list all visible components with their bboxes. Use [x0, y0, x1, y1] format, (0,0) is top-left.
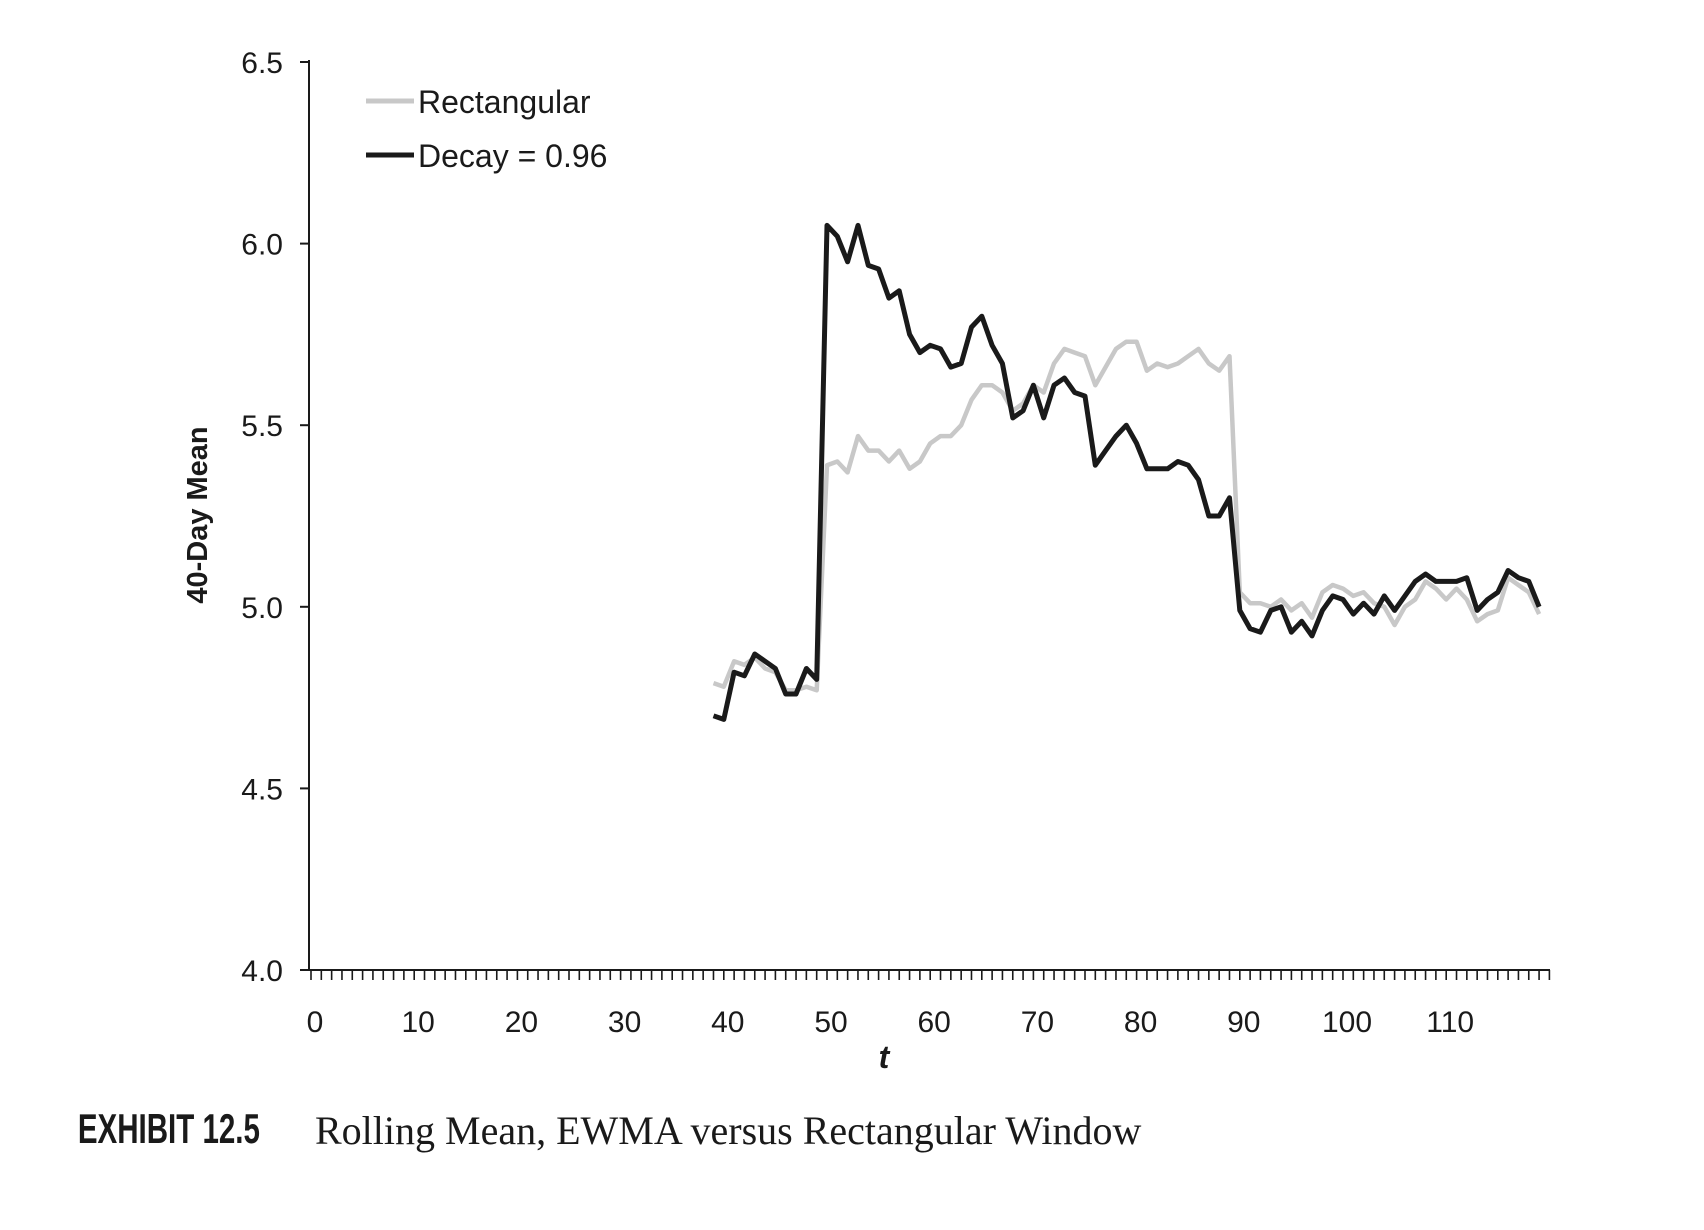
series-line-rectangular [712, 339, 1542, 693]
x-tick-label: 30 [608, 1006, 641, 1039]
x-tick-label: 110 [1426, 1006, 1474, 1039]
x-tick-label: 90 [1227, 1006, 1260, 1039]
legend-label-rectangular: Rectangular [418, 84, 591, 120]
y-axis-title: 40-Day Mean [182, 426, 214, 603]
y-tick-label: 6.0 [241, 229, 283, 262]
caption-text: Rolling Mean, EWMA versus Rectangular Wi… [315, 1108, 1142, 1153]
x-tick-label: 10 [402, 1006, 435, 1039]
x-tick-label: 80 [1124, 1006, 1157, 1039]
x-tick-label: 0 [307, 1006, 324, 1039]
y-tick-label: 5.0 [241, 592, 283, 625]
y-ticks: 4.0 4.5 5.0 5.5 6.0 6.5 [241, 47, 309, 988]
x-tick-label: 70 [1021, 1006, 1054, 1039]
y-tick-label: 5.5 [241, 410, 283, 443]
series-lines [712, 222, 1542, 722]
x-tick-label: 40 [711, 1006, 744, 1039]
x-axis-title: t [879, 1039, 891, 1075]
x-ticks: 0 10 20 30 40 50 60 70 80 90 100 110 [307, 970, 1551, 1039]
legend: Rectangular Decay = 0.96 [366, 84, 607, 174]
y-tick-label: 6.5 [241, 47, 283, 80]
legend-label-decay: Decay = 0.96 [418, 138, 607, 174]
y-tick-label: 4.5 [241, 773, 283, 806]
x-tick-label: 50 [814, 1006, 847, 1039]
x-tick-label: 60 [918, 1006, 951, 1039]
series-points-1 [713, 225, 1540, 720]
x-tick-label: 20 [505, 1006, 538, 1039]
caption: EXHIBIT 12.5 Rolling Mean, EWMA versus R… [78, 1105, 1142, 1153]
axes [308, 60, 1550, 971]
series-points-0 [713, 341, 1540, 691]
y-tick-label: 4.0 [241, 955, 283, 988]
series-line-decay [712, 222, 1542, 722]
x-tick-label: 100 [1322, 1006, 1372, 1039]
caption-label: EXHIBIT 12.5 [78, 1105, 260, 1152]
